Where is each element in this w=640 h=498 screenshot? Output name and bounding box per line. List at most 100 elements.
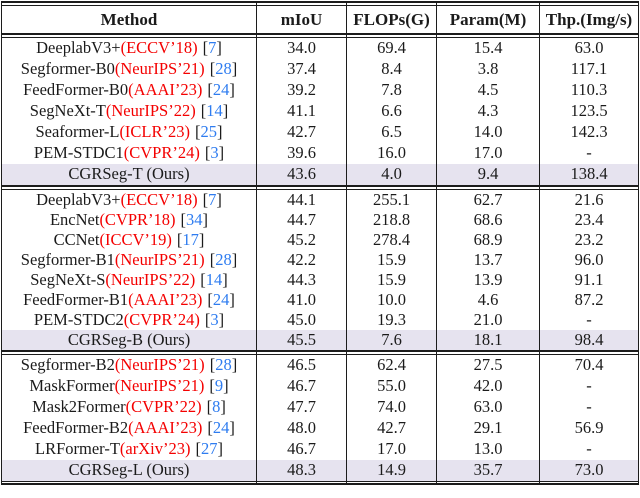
table-row: SegNeXt-T(NeurIPS’22) [14] 41.1 6.6 4.3 1… (1, 101, 639, 122)
table-row: FeedFormer-B0(AAAI’23) [24] 39.2 7.8 4.5 … (1, 80, 639, 101)
venue-label: (CVPR’24) (123, 143, 200, 163)
citation-link[interactable]: [14] (200, 270, 228, 289)
table-row: Segformer-B1(NeurIPS’21) [28] 42.2 15.9 1… (1, 250, 639, 270)
citation-bracket-close: ] (202, 210, 209, 229)
citation-bracket-open: [ (209, 250, 216, 269)
flops-cell: 15.9 (346, 250, 437, 270)
flops-cell: 14.9 (346, 460, 437, 482)
miou-cell: 34.0 (256, 37, 347, 59)
venue-label: (ECCV’18) (120, 38, 198, 58)
method-name: DeeplabV3+ (36, 189, 121, 209)
method-name: Segformer-B2 (20, 355, 115, 375)
miou-cell: 48.3 (256, 460, 347, 482)
table-row: Segformer-B0(NeurIPS’21) [28] 37.4 8.4 3.… (1, 59, 639, 80)
table-row: LRFormer-T(arXiv’23) [27] 46.7 17.0 13.0 … (1, 439, 639, 460)
citation-number[interactable]: 3 (210, 310, 219, 329)
citation-bracket-close: ] (216, 38, 222, 58)
miou-cell: 41.0 (256, 290, 347, 310)
citation-number[interactable]: 14 (205, 270, 223, 289)
citation-link[interactable]: [9] (209, 376, 228, 395)
citation-bracket-close: ] (217, 122, 223, 142)
venue-label: (NeurIPS’21) (114, 355, 205, 375)
method-cell: CGRSeg-L (Ours) (1, 460, 257, 482)
citation-bracket-open: [ (206, 397, 213, 417)
method-cell: CGRSeg-B (Ours) (1, 330, 257, 351)
column-header-param: Param(M) (436, 5, 540, 34)
citation-number[interactable]: 7 (208, 189, 217, 209)
method-cell: FeedFormer-B1(AAAI’23) [24] (1, 290, 257, 310)
citation-link[interactable]: [17] (177, 230, 205, 249)
param-cell: 3.8 (436, 59, 540, 80)
method-cell: PEM-STDC1(CVPR’24) [3] (1, 143, 257, 164)
citation-link[interactable]: [14] (201, 101, 229, 120)
citation-link[interactable]: [7] (203, 190, 222, 209)
citation-link[interactable]: [28] (210, 59, 238, 78)
citation-link[interactable]: [3] (205, 310, 224, 329)
citation-link[interactable]: [27] (195, 439, 223, 458)
method-cell: FeedFormer-B0(AAAI’23) [24] (1, 80, 257, 101)
param-cell: 14.0 (436, 122, 540, 143)
method-name: PEM-STDC1 (33, 143, 124, 163)
column-header-method: Method (1, 5, 257, 34)
citation-number[interactable]: 17 (182, 230, 199, 249)
miou-cell: 46.7 (256, 376, 347, 397)
citation-number[interactable]: 24 (212, 290, 230, 309)
citation-bracket-open: [ (207, 290, 213, 309)
method-name: PEM-STDC2 (33, 310, 124, 329)
miou-cell: 48.0 (256, 418, 347, 439)
param-cell: 4.3 (436, 101, 540, 122)
table-row-ours-highlighted: CGRSeg-B (Ours) 45.5 7.6 18.1 98.4 (1, 330, 639, 351)
citation-link[interactable]: [28] (210, 355, 238, 374)
citation-link[interactable]: [24] (207, 418, 235, 437)
citation-number[interactable]: 8 (212, 397, 221, 417)
header-row: Method mIoU FLOPs(G) Param(M) Thp.(Img/s… (1, 5, 639, 34)
miou-cell: 44.3 (256, 270, 347, 290)
param-cell: 63.0 (436, 397, 540, 418)
citation-link[interactable]: [7] (203, 38, 222, 57)
throughput-cell: 96.0 (539, 250, 639, 270)
citation-number[interactable]: 3 (210, 143, 219, 163)
venue-label: (NeurIPS’21) (114, 376, 205, 396)
flops-cell: 7.6 (346, 330, 437, 351)
citation-number[interactable]: 14 (206, 101, 223, 121)
citation-number[interactable]: 28 (215, 59, 232, 79)
citation-bracket-open: [ (180, 210, 187, 229)
method-name: FeedFormer-B0 (23, 80, 129, 100)
citation-link[interactable]: [8] (207, 397, 226, 416)
method-cell: Mask2Former(CVPR’22) [8] (1, 397, 257, 418)
param-cell: 68.6 (436, 210, 540, 230)
citation-number[interactable]: 7 (208, 38, 217, 58)
method-cell: PEM-STDC2(CVPR’24) [3] (1, 310, 257, 330)
citation-number[interactable]: 24 (212, 418, 230, 438)
citation-link[interactable]: [28] (210, 250, 238, 269)
venue-label: (CVPR’18) (99, 210, 176, 229)
citation-number[interactable]: 25 (200, 122, 218, 142)
citation-number[interactable]: 27 (200, 439, 218, 459)
citation-number[interactable]: 28 (215, 250, 232, 269)
citation-number[interactable]: 24 (212, 80, 230, 100)
citation-bracket-close: ] (231, 59, 238, 79)
param-cell: 27.5 (436, 354, 540, 376)
throughput-cell: 23.4 (539, 210, 639, 230)
citation-bracket-open: [ (195, 439, 201, 459)
comparison-table: Method mIoU FLOPs(G) Param(M) Thp.(Img/s… (1, 1, 639, 485)
method-name: DeeplabV3+ (36, 38, 121, 58)
citation-bracket-open: [ (202, 189, 209, 209)
flops-cell: 15.9 (346, 270, 437, 290)
citation-link[interactable]: [25] (195, 122, 223, 141)
method-cell: EncNet(CVPR’18) [34] (1, 210, 257, 230)
citation-number[interactable]: 28 (215, 355, 232, 375)
citation-number[interactable]: 9 (214, 376, 224, 396)
flops-cell: 7.8 (346, 80, 437, 101)
citation-number[interactable]: 34 (186, 210, 203, 229)
column-header-throughput: Thp.(Img/s) (539, 5, 639, 34)
miou-cell: 42.2 (256, 250, 347, 270)
citation-link[interactable]: [34] (181, 210, 209, 229)
venue-label: (CVPR’22) (125, 397, 202, 417)
method-name: Mask2Former (32, 397, 126, 417)
citation-link[interactable]: [24] (207, 290, 235, 309)
citation-link[interactable]: [24] (207, 80, 235, 99)
method-name: CGRSeg-T (Ours) (68, 164, 190, 184)
citation-bracket-close: ] (231, 250, 238, 269)
citation-link[interactable]: [3] (205, 143, 224, 162)
